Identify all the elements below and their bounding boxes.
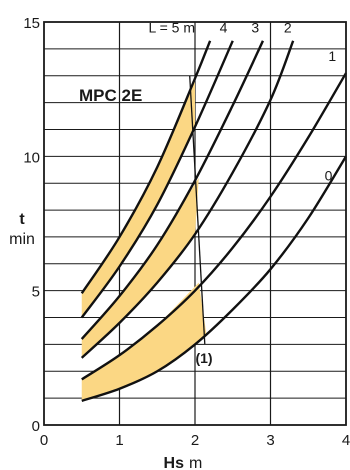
series-line-5 [80, 40, 212, 295]
series-line-1 [81, 72, 348, 381]
y-tick-label: 10 [23, 149, 40, 166]
plot-border [43, 21, 347, 426]
reference-line-group [189, 75, 206, 345]
series-line-0 [81, 155, 348, 402]
y-axis-label: t [19, 211, 25, 228]
y-axis-unit: min [9, 231, 35, 248]
shaded-regions [81, 78, 207, 401]
x-tick-label: 2 [191, 432, 199, 449]
y-tick-label: 5 [32, 284, 40, 301]
curve-label-5: L = 5 m [148, 20, 195, 36]
shaded-region [81, 177, 199, 358]
x-tick-label: 1 [115, 432, 123, 449]
x-axis-label: Hs [164, 455, 185, 470]
curve-label-2: 2 [284, 20, 292, 36]
shaded-region [81, 282, 207, 401]
series-line-2 [80, 40, 295, 359]
x-axis-unit: m [189, 455, 202, 470]
curve-label-1: 1 [328, 48, 336, 64]
plot-frame [43, 21, 347, 426]
y-tick-label: 0 [32, 418, 40, 435]
shaded-region [81, 78, 195, 318]
y-tick-label: 15 [23, 15, 40, 32]
reference-line [189, 75, 206, 345]
series-line-4 [80, 40, 234, 319]
curve-label-3: 3 [251, 20, 259, 36]
curve-label-0: 0 [325, 168, 333, 184]
series-line-3 [80, 40, 265, 340]
x-tick-label: 4 [342, 432, 350, 449]
labels: MPC 2E t min Hs m (1) 0 1 2 3 4 0 5 10 15 0 1 2 3 4 L … [9, 15, 350, 470]
curves [80, 40, 348, 402]
x-tick-label: 0 [40, 432, 48, 449]
curve-label-4: 4 [220, 20, 228, 36]
reference-line-label: (1) [195, 350, 212, 366]
x-tick-label: 3 [266, 432, 274, 449]
chart-title: MPC 2E [79, 86, 142, 105]
